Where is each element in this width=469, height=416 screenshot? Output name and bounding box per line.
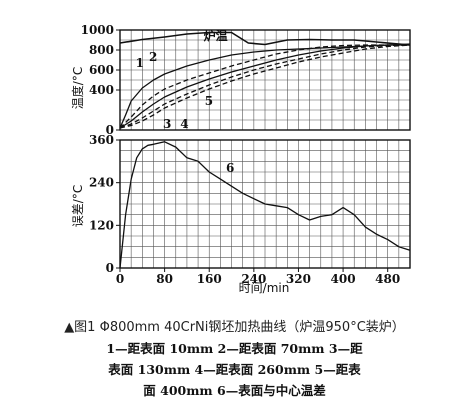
diff-y-tick-label: 120	[89, 218, 114, 232]
temp-y-tick-label: 800	[89, 43, 114, 57]
diff-y-tick-label: 360	[89, 133, 114, 147]
temp-curve-label: 炉温	[204, 28, 228, 43]
diff-y-tick-label: 240	[89, 176, 114, 190]
temp-curve-label: 1	[136, 56, 144, 70]
bottom-y-axis-title: 误差/°C	[71, 185, 85, 227]
temp-y-tick-label: 600	[89, 63, 114, 77]
diff-x-tick-label: 0	[116, 272, 124, 286]
diff-x-tick-label: 480	[375, 272, 400, 286]
temp-y-tick-label: 400	[89, 83, 114, 97]
diff-x-tick-label: 400	[331, 272, 356, 286]
diff-x-tick-label: 240	[241, 272, 266, 286]
diff-x-tick-label: 160	[197, 272, 222, 286]
diff-curve-label: 6	[226, 161, 234, 175]
temp-curve-label: 4	[180, 117, 188, 131]
temp-curve-label: 3	[163, 117, 171, 131]
legend-line-1: 1—距表面 10mm 2—距表面 70mm 3—距	[106, 341, 363, 356]
legend-line-3: 面 400mm 6—表面与中心温差	[143, 383, 326, 398]
temp-plot-frame	[119, 29, 411, 131]
temp-series-炉温	[119, 31, 411, 46]
temp-series-3	[119, 44, 410, 129]
x-axis-title: 时间/min	[239, 281, 290, 295]
diff-plot-frame	[119, 139, 411, 269]
diff-x-tick-label: 80	[156, 272, 173, 286]
top-y-axis-title: 温度/°C	[70, 67, 85, 109]
temp-curve-label: 2	[149, 50, 157, 64]
legend-line-2: 表面 130mm 4—距表面 260mm 5—距表	[108, 362, 361, 377]
figure-caption: ▲图1 Φ800mm 40CrNi钢坯加热曲线（炉温950°C装炉）	[64, 320, 405, 335]
diff-x-tick-label: 320	[286, 272, 311, 286]
temp-curve-label: 5	[205, 94, 213, 108]
temperature-difference-panel: 0 120 240 360 0 80 160 240 320 400 480 6	[89, 133, 411, 286]
diff-series-6	[119, 141, 411, 269]
temperature-panel: 0 400 600 800 1000 炉温 1 2 3 4 5	[81, 23, 411, 137]
temp-y-tick-label: 1000	[81, 23, 114, 37]
diff-y-tick-label: 0	[106, 261, 114, 275]
temp-y-tick-label: 0	[106, 123, 114, 137]
temp-series-1	[119, 43, 411, 129]
temp-series-4	[119, 44, 411, 129]
